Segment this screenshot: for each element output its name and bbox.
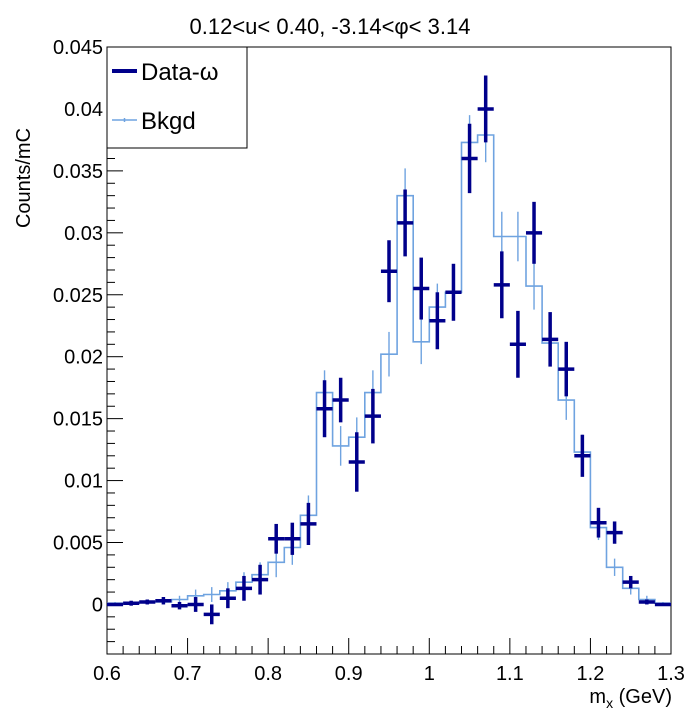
data-point bbox=[235, 575, 253, 601]
y-tick-label: 0.03 bbox=[64, 223, 103, 245]
data-point bbox=[284, 522, 301, 555]
data-point bbox=[558, 341, 575, 397]
y-tick-label: 0.045 bbox=[53, 37, 103, 59]
x-tick-label: 1 bbox=[424, 663, 435, 685]
x-tick-label: 1.2 bbox=[577, 663, 605, 685]
data-point bbox=[300, 502, 317, 545]
y-axis-title: Counts/mC bbox=[13, 128, 35, 228]
legend: Data-ω Bkgd bbox=[106, 46, 248, 149]
data-point bbox=[348, 432, 365, 492]
data-point bbox=[542, 312, 559, 367]
x-tick-label: 0.8 bbox=[254, 663, 282, 685]
data-point bbox=[203, 604, 220, 625]
x-tick-label: 1.3 bbox=[657, 663, 685, 685]
data-point bbox=[123, 600, 140, 606]
data-point bbox=[445, 263, 462, 321]
data-point bbox=[187, 597, 204, 612]
data-point bbox=[316, 380, 333, 438]
data-point bbox=[413, 257, 430, 320]
series-bkgd bbox=[107, 107, 671, 605]
y-axis: 0 0.005 0.01 0.015 0.02 0.025 0.03 0.035 0.04 0.0… bbox=[53, 37, 123, 655]
data-point bbox=[107, 602, 124, 607]
y-tick-label: 0.01 bbox=[64, 471, 103, 493]
legend-bkgd-label: Bkgd bbox=[141, 108, 196, 135]
bkgd-step-line bbox=[107, 134, 671, 604]
data-point bbox=[252, 564, 269, 595]
data-point bbox=[268, 523, 285, 554]
data-point bbox=[332, 377, 349, 423]
data-point bbox=[622, 575, 639, 589]
x-tick-label: 0.9 bbox=[335, 663, 363, 685]
data-point bbox=[638, 599, 655, 605]
legend-box bbox=[106, 46, 248, 149]
chart-title: 0.12<u< 0.40, -3.14<φ< 3.14 bbox=[190, 14, 471, 39]
y-tick-label: 0.025 bbox=[53, 285, 103, 307]
data-point bbox=[606, 521, 623, 544]
x-tick-label: 1.1 bbox=[496, 663, 524, 685]
data-point bbox=[461, 123, 478, 194]
y-tick-label: 0.035 bbox=[53, 161, 103, 183]
data-point bbox=[397, 189, 414, 257]
series-data-omega bbox=[107, 75, 671, 625]
data-point bbox=[493, 251, 510, 319]
y-tick-label: 0.005 bbox=[53, 533, 103, 555]
data-point bbox=[590, 507, 607, 538]
data-point bbox=[171, 601, 188, 610]
y-tick-label: 0.015 bbox=[53, 409, 103, 431]
data-point bbox=[364, 388, 381, 444]
x-axis: 0.6 0.7 0.8 0.9 1 1.1 1.2 1.3 bbox=[93, 638, 685, 685]
data-point bbox=[654, 602, 671, 607]
data-point bbox=[380, 240, 398, 303]
data-point bbox=[574, 434, 591, 477]
x-tick-label: 0.7 bbox=[174, 663, 202, 685]
y-tick-label: 0.04 bbox=[64, 99, 103, 121]
data-point bbox=[219, 588, 236, 609]
data-point bbox=[509, 310, 526, 378]
x-axis-title-main: m bbox=[589, 686, 606, 708]
x-axis-title-subscript: x bbox=[606, 695, 613, 710]
x-tick-label: 0.6 bbox=[93, 663, 121, 685]
data-point bbox=[477, 75, 494, 143]
x-axis-title-unit: (GeV) bbox=[613, 686, 672, 708]
data-point bbox=[155, 597, 172, 605]
legend-data-label: Data-ω bbox=[141, 59, 218, 86]
y-tick-label: 0.02 bbox=[64, 347, 103, 369]
data-point bbox=[429, 292, 446, 350]
x-axis-title: mx (GeV) bbox=[589, 686, 672, 710]
data-point bbox=[525, 201, 543, 264]
plot-frame bbox=[106, 46, 672, 655]
data-point bbox=[139, 599, 156, 605]
y-tick-label: 0 bbox=[92, 594, 103, 616]
